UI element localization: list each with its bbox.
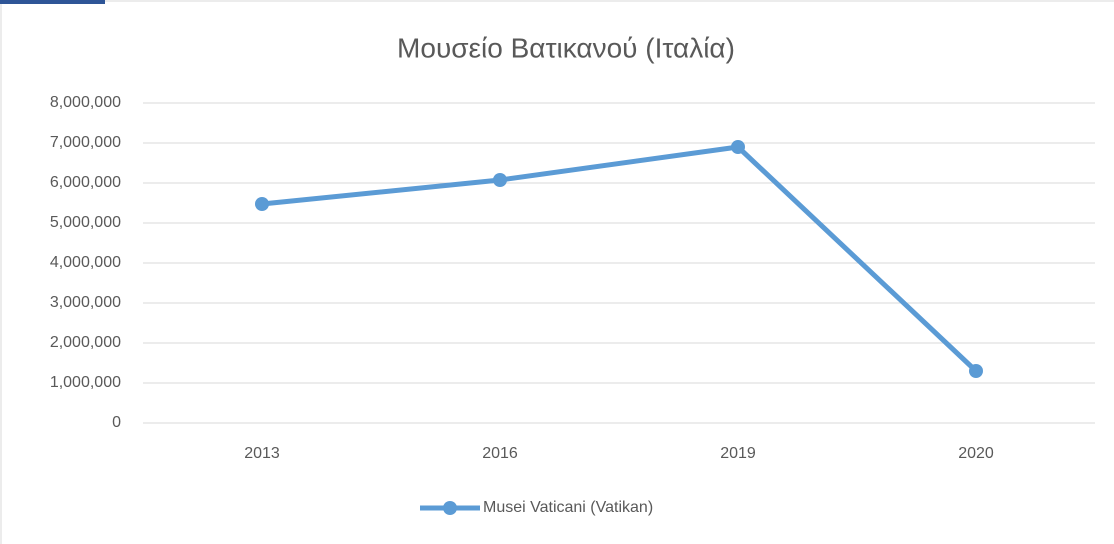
x-tick-label: 2016 — [482, 445, 518, 462]
y-tick-label: 3,000,000 — [50, 294, 121, 311]
y-tick-label: 2,000,000 — [50, 334, 121, 351]
x-tick-label: 2020 — [958, 445, 994, 462]
y-tick-label: 6,000,000 — [50, 174, 121, 191]
data-point — [969, 364, 983, 378]
window-edge — [0, 0, 105, 4]
data-line — [261, 144, 978, 373]
y-tick-label: 1,000,000 — [50, 374, 121, 391]
y-tick-label: 4,000,000 — [50, 254, 121, 271]
y-tick-label: 0 — [112, 414, 121, 431]
x-tick-label: 2013 — [244, 445, 280, 462]
data-point — [731, 140, 745, 154]
y-tick-label: 5,000,000 — [50, 214, 121, 231]
data-point — [493, 173, 507, 187]
chart-title: Μουσείο Βατικανού (Ιταλία) — [397, 32, 735, 63]
y-tick-label: 7,000,000 — [50, 134, 121, 151]
legend-label: Musei Vaticani (Vatikan) — [483, 499, 653, 516]
y-tick-label: 8,000,000 — [50, 94, 121, 111]
x-tick-label: 2019 — [720, 445, 756, 462]
legend-marker — [443, 501, 457, 515]
data-point — [255, 197, 269, 211]
